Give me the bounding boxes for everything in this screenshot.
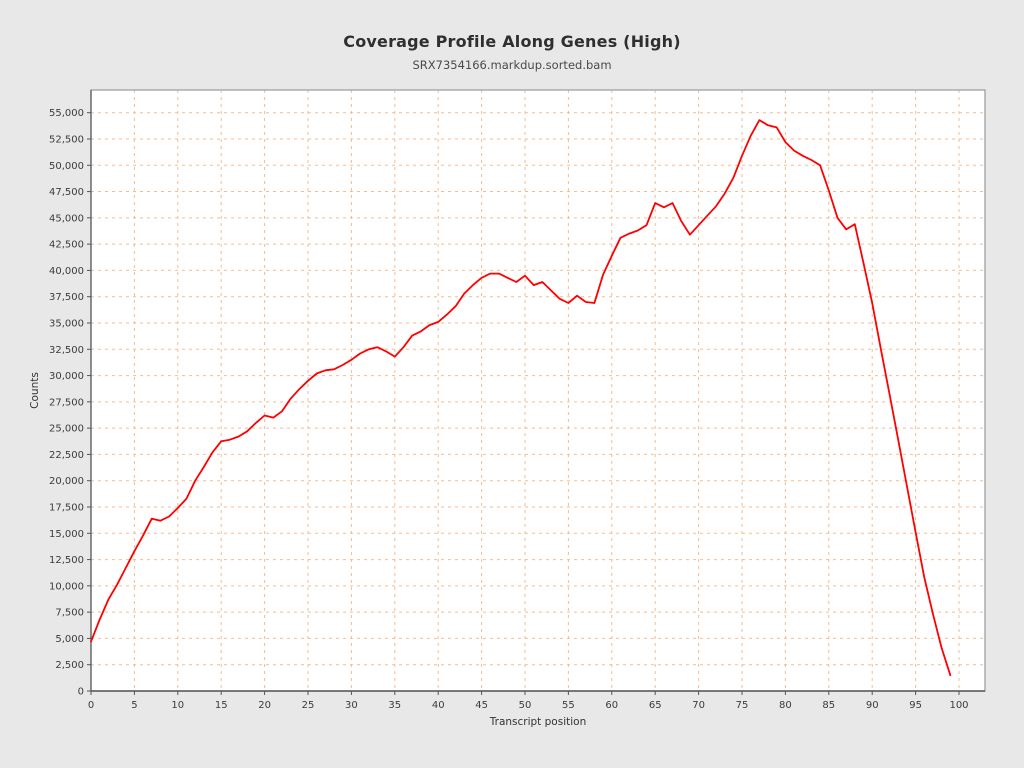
x-tick-label: 95 [909, 700, 922, 711]
x-tick-label: 35 [388, 700, 401, 711]
y-tick-label: 47,500 [49, 187, 84, 198]
plot-area [91, 90, 985, 691]
y-tick-label: 0 [78, 687, 84, 698]
x-tick-label: 15 [215, 700, 228, 711]
tick-labels: 0 2,500 5,000 7,500 10,000 12,500 15,000 17,500… [49, 108, 969, 711]
y-tick-label: 55,000 [49, 108, 84, 119]
y-tick-label: 17,500 [49, 502, 84, 513]
tick-marks [87, 112, 960, 695]
y-tick-label: 32,500 [49, 345, 84, 356]
x-axis-label: Transcript position [489, 716, 586, 728]
y-tick-label: 10,000 [49, 581, 84, 592]
y-tick-label: 2,500 [55, 660, 84, 671]
series-line [90, 119, 952, 677]
y-tick-label: 5,000 [55, 634, 84, 645]
x-tick-label: 50 [519, 700, 532, 711]
x-tick-label: 65 [649, 700, 662, 711]
y-tick-label: 52,500 [49, 134, 84, 145]
chart-subtitle: SRX7354166.markdup.sorted.bam [412, 58, 612, 72]
y-tick-label: 37,500 [49, 292, 84, 303]
y-tick-label: 20,000 [49, 476, 84, 487]
x-tick-label: 80 [779, 700, 792, 711]
y-tick-label: 15,000 [49, 529, 84, 540]
x-tick-label: 60 [605, 700, 618, 711]
x-tick-label: 20 [258, 700, 271, 711]
x-tick-label: 100 [949, 700, 968, 711]
y-tick-label: 27,500 [49, 397, 84, 408]
y-tick-label: 50,000 [49, 161, 84, 172]
y-tick-label: 30,000 [49, 371, 84, 382]
x-tick-label: 55 [562, 700, 575, 711]
y-tick-label: 42,500 [49, 240, 84, 251]
y-tick-label: 25,000 [49, 424, 84, 435]
x-tick-label: 90 [866, 700, 879, 711]
y-tick-label: 40,000 [49, 266, 84, 277]
x-tick-label: 0 [88, 700, 94, 711]
x-tick-label: 40 [432, 700, 445, 711]
y-tick-label: 22,500 [49, 450, 84, 461]
x-tick-label: 70 [692, 700, 705, 711]
chart-title: Coverage Profile Along Genes (High) [343, 32, 681, 51]
x-tick-label: 85 [822, 700, 835, 711]
x-tick-label: 45 [475, 700, 488, 711]
x-tick-label: 75 [736, 700, 749, 711]
x-tick-label: 10 [171, 700, 184, 711]
y-axis-label: Counts [29, 372, 41, 409]
y-tick-label: 35,000 [49, 318, 84, 329]
y-tick-label: 12,500 [49, 555, 84, 566]
x-tick-label: 5 [131, 700, 137, 711]
x-tick-label: 25 [302, 700, 315, 711]
y-tick-label: 45,000 [49, 213, 84, 224]
y-tick-label: 7,500 [55, 608, 84, 619]
x-tick-label: 30 [345, 700, 358, 711]
